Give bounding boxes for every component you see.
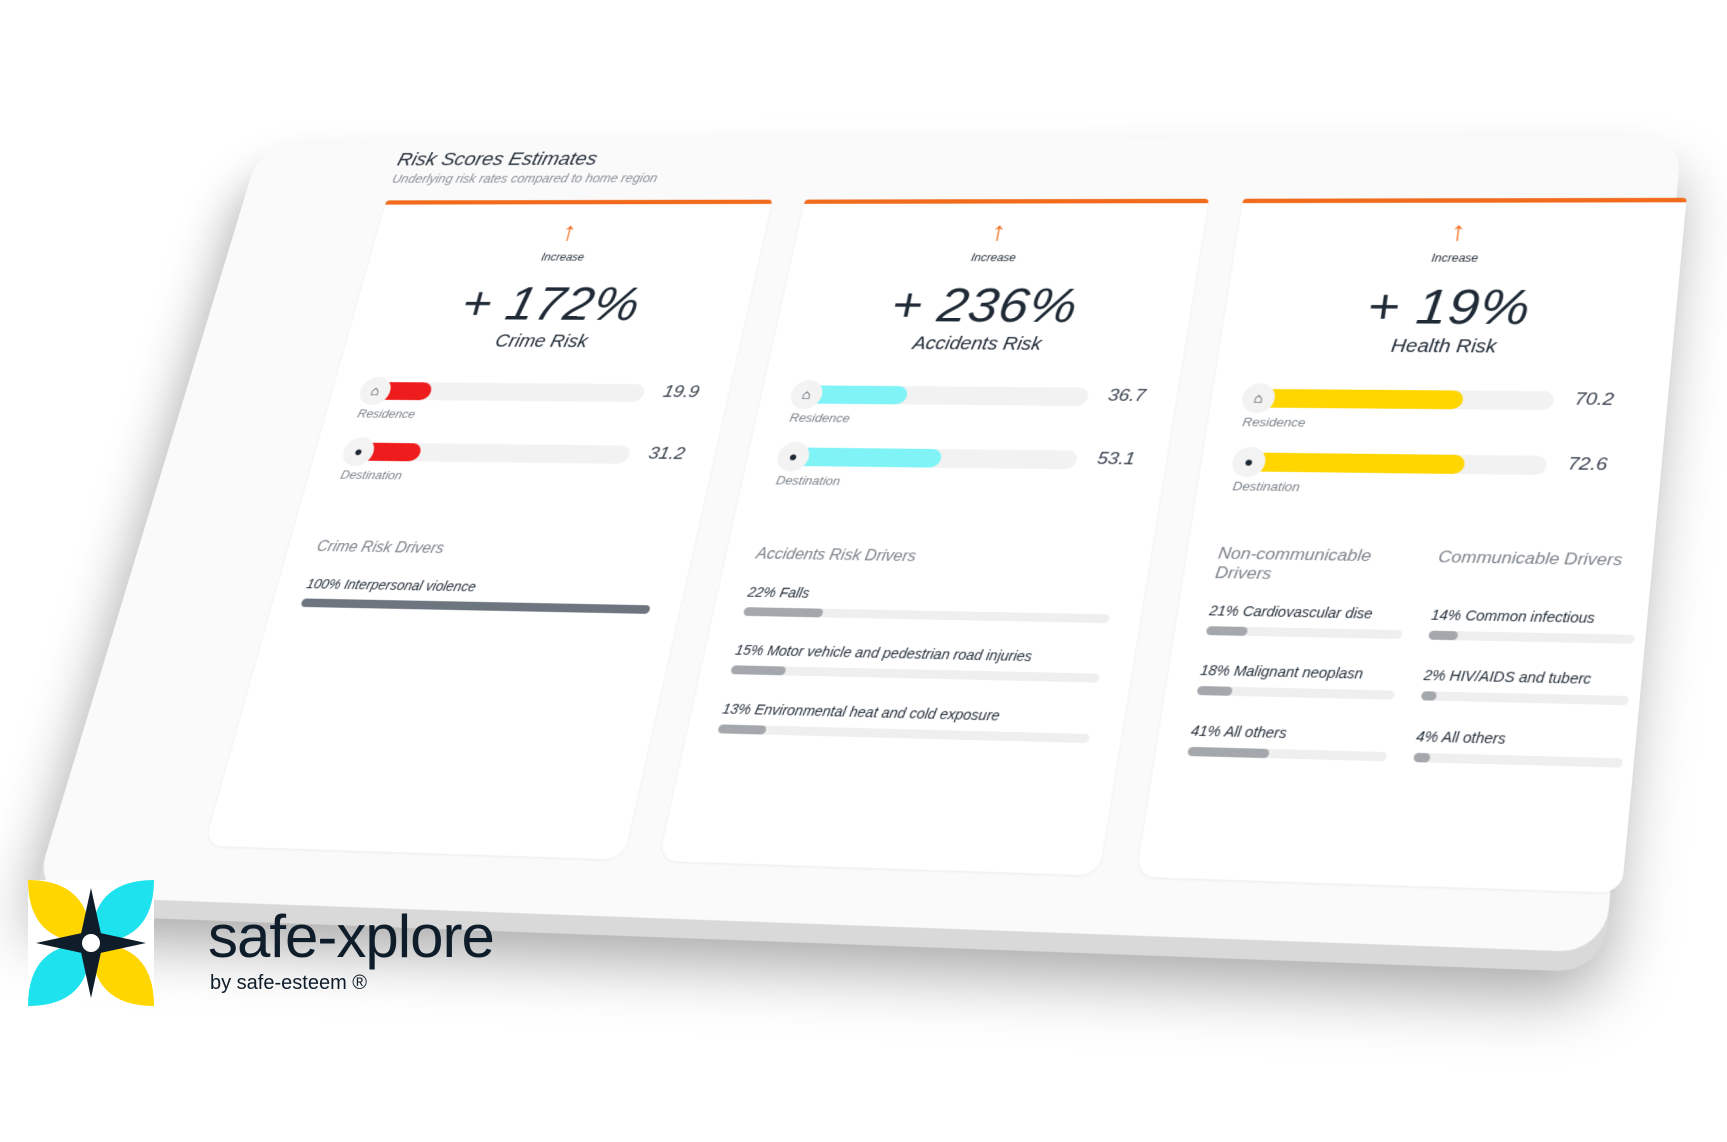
driver-fill: [300, 598, 650, 613]
brand-byline: by safe-esteem ®: [210, 972, 367, 995]
driver-fill: [730, 665, 786, 675]
driver-text: 14% Common infectious: [1430, 607, 1637, 627]
driver-fill: [1206, 626, 1248, 636]
noncommunicable-drivers-title: Non-communicable Drivers: [1214, 544, 1408, 586]
health-destination-meter: ● 72.6 Destination: [1227, 447, 1589, 505]
driver-item: 21% Cardiovascular dise: [1205, 602, 1406, 646]
driver-text: 15% Motor vehicle and pedestrian road in…: [734, 642, 1104, 666]
health-risk-card: ↑ Increase + 19% Health Risk ⌂ 70.2 Resi…: [1136, 198, 1686, 893]
meter-fill: [1243, 452, 1465, 474]
residence-value: 19.9: [661, 382, 701, 402]
location-pin-icon: ●: [774, 442, 812, 472]
driver-fill: [717, 724, 766, 734]
health-residence-meter: ⌂ 70.2 Residence: [1236, 383, 1595, 439]
driver-item: 2% HIV/AIDS and tuberc: [1420, 667, 1631, 713]
accidents-residence-meter: ⌂ 36.7 Residence: [783, 380, 1129, 434]
residence-value: 36.7: [1107, 386, 1148, 407]
increase-label: Increase: [1233, 252, 1682, 265]
driver-item: 4% All others: [1412, 728, 1625, 775]
driver-track: [730, 665, 1100, 682]
driver-text: 2% HIV/AIDS and tuberc: [1423, 667, 1631, 688]
health-risk-change: + 19%: [1222, 278, 1679, 336]
driver-text: 21% Cardiovascular dise: [1208, 602, 1405, 622]
destination-label: Destination: [1232, 479, 1301, 494]
driver-text: 4% All others: [1415, 728, 1625, 750]
crime-risk-change: + 172%: [350, 277, 755, 332]
driver-item: 14% Common infectious: [1427, 607, 1637, 651]
communicable-drivers-title: Communicable Drivers: [1437, 547, 1632, 570]
residence-label: Residence: [788, 411, 851, 425]
driver-text: 41% All others: [1190, 722, 1390, 743]
crime-residence-meter: ⌂ 19.9 Residence: [351, 377, 684, 430]
driver-fill: [1197, 686, 1234, 696]
driver-fill: [1187, 747, 1269, 758]
driver-fill: [743, 607, 824, 617]
driver-item: 15% Motor vehicle and pedestrian road in…: [729, 642, 1104, 690]
accidents-drivers-title: Accidents Risk Drivers: [754, 546, 917, 566]
destination-label: Destination: [339, 468, 404, 482]
driver-text: 22% Falls: [747, 584, 1114, 606]
increase-label: Increase: [369, 251, 761, 263]
driver-text: 100% Interpersonal violence: [305, 576, 656, 598]
crime-destination-meter: ● 31.2 Destination: [334, 437, 670, 492]
location-pin-icon: ●: [340, 437, 378, 466]
increase-label: Increase: [791, 251, 1200, 264]
destination-label: Destination: [775, 473, 842, 488]
driver-item: 18% Malignant neoplasn: [1196, 662, 1399, 707]
arrow-up-icon: ↑: [795, 219, 1206, 245]
crime-drivers-title: Crime Risk Drivers: [315, 539, 446, 558]
residence-label: Residence: [1242, 415, 1307, 430]
driver-text: 13% Environmental heat and cold exposure: [721, 701, 1094, 726]
meter-fill: [1253, 389, 1464, 409]
residence-label: Residence: [356, 407, 417, 421]
meter-fill: [787, 447, 942, 467]
home-icon: ⌂: [1240, 383, 1277, 413]
driver-text: 18% Malignant neoplasn: [1199, 662, 1398, 683]
home-icon: ⌂: [788, 380, 825, 409]
driver-fill: [1413, 753, 1431, 763]
tablet-screen: Risk Scores Estimates Underlying risk ra…: [33, 136, 1682, 953]
driver-track: [717, 724, 1090, 743]
home-icon: ⌂: [357, 377, 394, 406]
driver-track: [1413, 753, 1623, 768]
arrow-up-icon: ↑: [374, 219, 768, 245]
logo-mark-icon: [28, 880, 154, 1006]
crime-risk-name: Crime Risk: [344, 331, 742, 353]
brand-name: safe-xplore: [208, 902, 494, 971]
destination-value: 72.6: [1567, 454, 1608, 476]
driver-fill: [1421, 691, 1437, 701]
driver-item: 13% Environmental heat and cold exposure: [716, 701, 1094, 751]
destination-value: 53.1: [1096, 449, 1137, 470]
panel-title: Risk Scores Estimates: [395, 148, 600, 170]
health-risk-name: Health Risk: [1218, 335, 1673, 359]
driver-item: 100% Interpersonal violence: [299, 576, 656, 621]
driver-item: 22% Falls: [741, 584, 1113, 630]
arrow-up-icon: ↑: [1236, 218, 1685, 245]
accidents-risk-change: + 236%: [776, 277, 1196, 334]
accidents-destination-meter: ● 53.1 Destination: [769, 442, 1117, 498]
driver-track: [1421, 691, 1629, 705]
residence-value: 70.2: [1574, 390, 1615, 411]
safe-xplore-logo: safe-xplore by safe-esteem ®: [28, 880, 588, 1010]
driver-item: 41% All others: [1186, 722, 1390, 768]
location-pin-icon: ●: [1230, 447, 1267, 478]
driver-track: [1428, 631, 1635, 644]
accidents-risk-name: Accidents Risk: [771, 333, 1187, 356]
destination-value: 31.2: [646, 444, 686, 465]
panel-subtitle: Underlying risk rates compared to home r…: [391, 171, 659, 185]
driver-fill: [1428, 631, 1458, 641]
